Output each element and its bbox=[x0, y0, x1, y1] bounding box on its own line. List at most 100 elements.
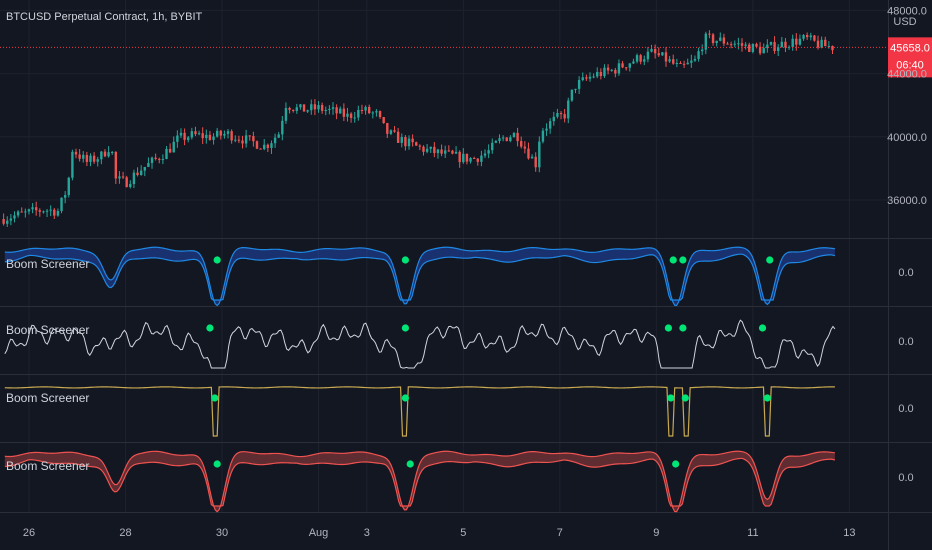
candle-body bbox=[711, 34, 715, 44]
signal-dot bbox=[211, 394, 219, 402]
candle-body bbox=[722, 37, 726, 44]
candle-body bbox=[49, 209, 52, 211]
candle-body bbox=[74, 151, 78, 155]
candle-body bbox=[693, 58, 697, 61]
candle-body bbox=[364, 106, 367, 111]
candle-body bbox=[635, 55, 639, 62]
candle-body bbox=[512, 132, 516, 138]
candle-body bbox=[248, 135, 251, 137]
candle-body bbox=[357, 110, 360, 118]
candle-body bbox=[165, 148, 168, 160]
signal-dot bbox=[763, 394, 771, 402]
candle-body bbox=[831, 45, 834, 51]
candle-body bbox=[596, 72, 599, 77]
price-tick-label: 44000.0 bbox=[887, 69, 927, 81]
candle-body bbox=[118, 176, 121, 179]
price-pane[interactable]: 45658.0 06:40 bbox=[0, 30, 932, 227]
indicator-pane-1[interactable] bbox=[4, 246, 836, 307]
candle-body bbox=[827, 45, 831, 47]
candle-body bbox=[824, 39, 827, 47]
signal-dot bbox=[664, 324, 673, 332]
candle-body bbox=[755, 43, 758, 47]
candle-body bbox=[103, 151, 107, 157]
candle-body bbox=[733, 43, 736, 45]
candle-body bbox=[367, 106, 371, 114]
signal-dot bbox=[679, 324, 687, 332]
candle-body bbox=[740, 43, 744, 46]
candle-body bbox=[700, 49, 704, 52]
candle-body bbox=[606, 67, 610, 71]
candle-body bbox=[27, 209, 31, 212]
candle-body bbox=[24, 211, 27, 213]
candle-body bbox=[291, 109, 295, 111]
price-countdown: 06:40 bbox=[896, 59, 924, 71]
candle-body bbox=[447, 150, 451, 152]
candle-body bbox=[436, 149, 440, 154]
candle-body bbox=[386, 123, 389, 134]
candle-body bbox=[737, 43, 740, 45]
candle-body bbox=[762, 48, 765, 54]
candle-body bbox=[425, 148, 429, 152]
candle-body bbox=[129, 183, 132, 188]
candle-body bbox=[675, 63, 679, 65]
candle-body bbox=[9, 218, 13, 221]
candle-body bbox=[777, 47, 780, 52]
time-tick-label: 7 bbox=[557, 527, 563, 539]
candle-body bbox=[632, 61, 635, 64]
candle-body bbox=[139, 170, 143, 176]
candle-body bbox=[795, 38, 798, 45]
candle-body bbox=[729, 44, 733, 46]
candle-body bbox=[672, 59, 675, 64]
candle-body bbox=[501, 137, 505, 139]
time-tick-label: 3 bbox=[364, 527, 370, 539]
candle-body bbox=[719, 37, 722, 41]
candle-body bbox=[498, 138, 501, 141]
signal-dot bbox=[672, 460, 680, 468]
candle-body bbox=[462, 153, 465, 163]
candle-body bbox=[389, 130, 393, 134]
price-tick-label: 48000.0 bbox=[887, 5, 927, 17]
candle-body bbox=[393, 130, 396, 132]
candle-body bbox=[697, 51, 700, 59]
chart-title: BTCUSD Perpetual Contract, 1h, BYBIT bbox=[6, 11, 203, 23]
candle-body bbox=[628, 63, 632, 68]
indicator-pane-2[interactable] bbox=[4, 319, 836, 369]
candle-body bbox=[809, 35, 812, 38]
candle-body bbox=[690, 60, 693, 63]
candle-body bbox=[444, 150, 447, 154]
band-upper-line bbox=[4, 450, 835, 513]
candle-body bbox=[306, 110, 309, 112]
candle-body bbox=[548, 121, 552, 129]
candle-body bbox=[288, 107, 291, 110]
indicator-pane-3[interactable] bbox=[4, 386, 835, 437]
candle-body bbox=[6, 220, 9, 224]
candle-body bbox=[53, 209, 56, 216]
candle-body bbox=[505, 137, 508, 141]
candle-body bbox=[621, 63, 624, 68]
candle-body bbox=[346, 113, 349, 117]
candle-body bbox=[610, 69, 613, 71]
candle-body bbox=[440, 149, 443, 154]
candle-body bbox=[614, 69, 617, 74]
indicator-pane-4[interactable] bbox=[4, 450, 836, 513]
candle-body bbox=[643, 59, 646, 62]
candle-body bbox=[603, 67, 606, 77]
candle-body bbox=[284, 107, 288, 121]
candle-body bbox=[147, 162, 150, 167]
last-price-badge bbox=[888, 37, 932, 78]
candle-body bbox=[263, 144, 266, 150]
candle-body bbox=[244, 135, 248, 144]
candle-body bbox=[588, 76, 592, 79]
candle-body bbox=[208, 134, 212, 140]
candle-body bbox=[480, 155, 483, 162]
candle-body bbox=[342, 108, 346, 117]
candle-body bbox=[161, 159, 165, 161]
candle-body bbox=[624, 67, 628, 69]
candle-body bbox=[179, 132, 183, 136]
candle-body bbox=[396, 131, 400, 143]
candle-body bbox=[657, 53, 660, 56]
signal-dot bbox=[667, 394, 675, 402]
candle-body bbox=[176, 135, 179, 142]
